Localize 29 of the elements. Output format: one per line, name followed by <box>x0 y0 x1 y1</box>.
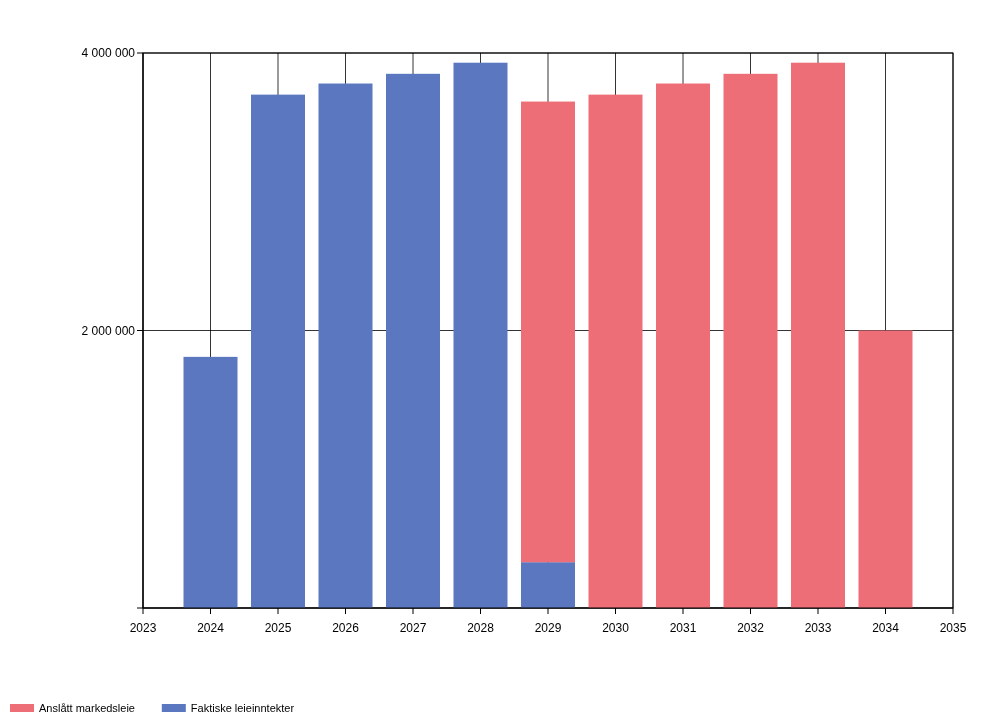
bar <box>723 73 778 608</box>
bar <box>521 101 575 563</box>
x-tick-label: 2028 <box>467 621 495 635</box>
y-tick-label: 2 000 000 <box>81 323 136 338</box>
x-tick-label: 2023 <box>129 621 157 635</box>
x-tick-label: 2032 <box>737 621 765 635</box>
bar <box>318 83 373 608</box>
x-tick-label: 2031 <box>669 621 697 635</box>
y-tick-label: 4 000 000 <box>81 46 136 61</box>
x-tick-label: 2029 <box>534 621 562 635</box>
bar <box>251 94 305 608</box>
x-tick-label: 2024 <box>197 621 225 635</box>
bar <box>386 73 440 608</box>
legend-label: Anslått markedsleie <box>39 702 135 714</box>
bar <box>183 356 238 608</box>
x-tick-label: 2034 <box>872 621 900 635</box>
x-tick-label: 2026 <box>332 621 360 635</box>
bar <box>453 62 508 608</box>
bar <box>521 562 575 608</box>
x-tick-label: 2033 <box>804 621 832 635</box>
x-tick-label: 2027 <box>399 621 427 635</box>
bar <box>656 83 710 608</box>
bar <box>588 94 643 608</box>
legend-label: Faktiske leieinntekter <box>190 702 295 714</box>
bar <box>858 330 913 608</box>
x-tick-label: 2025 <box>264 621 292 635</box>
bar <box>791 62 845 608</box>
x-tick-label: 2030 <box>602 621 630 635</box>
x-tick-label: 2035 <box>939 621 967 635</box>
